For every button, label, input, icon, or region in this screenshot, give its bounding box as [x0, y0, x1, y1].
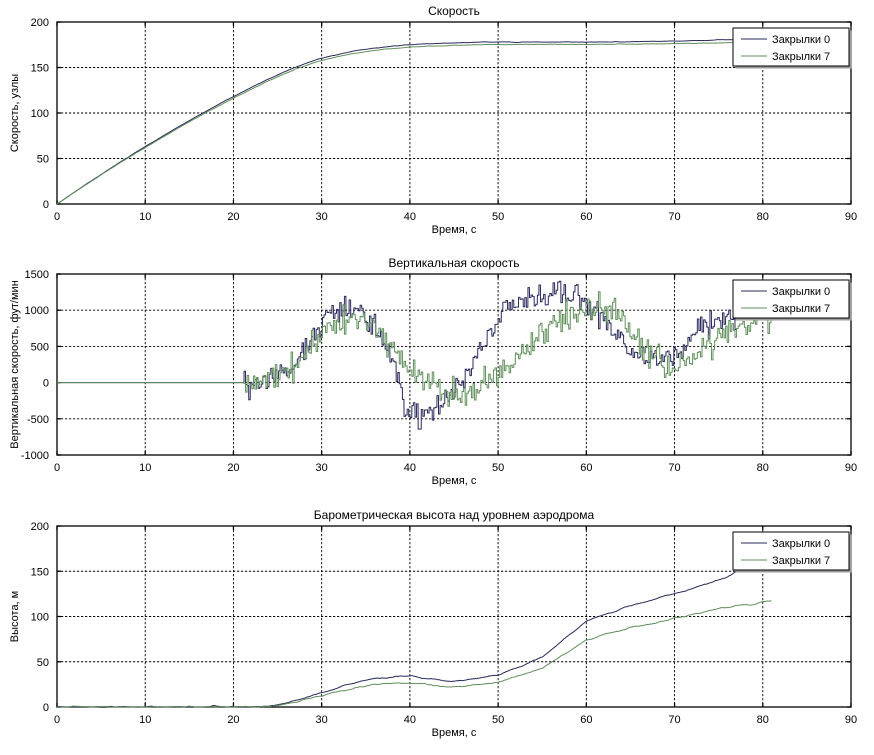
svg-text:50: 50: [37, 154, 49, 166]
svg-text:Закрылки 7: Закрылки 7: [772, 51, 830, 63]
svg-text:Время, с: Время, с: [432, 727, 477, 739]
svg-text:Закрылки 0: Закрылки 0: [772, 286, 830, 298]
svg-text:Скорость: Скорость: [428, 4, 480, 18]
svg-text:30: 30: [316, 211, 328, 223]
svg-text:Время, с: Время, с: [432, 475, 477, 487]
svg-text:Закрылки 0: Закрылки 0: [772, 538, 830, 550]
svg-text:70: 70: [668, 714, 680, 726]
svg-text:20: 20: [227, 714, 239, 726]
svg-text:90: 90: [845, 462, 857, 474]
svg-text:80: 80: [757, 714, 769, 726]
svg-text:200: 200: [31, 521, 49, 533]
svg-text:0: 0: [43, 199, 49, 211]
svg-text:0: 0: [54, 462, 60, 474]
svg-text:150: 150: [31, 63, 49, 75]
svg-text:50: 50: [492, 714, 504, 726]
svg-text:Вертикальная скорость, фут/мин: Вертикальная скорость, фут/мин: [9, 280, 21, 449]
svg-text:150: 150: [31, 566, 49, 578]
svg-text:60: 60: [580, 714, 592, 726]
svg-text:20: 20: [227, 211, 239, 223]
svg-text:Закрылки 7: Закрылки 7: [772, 555, 830, 567]
svg-text:10: 10: [139, 211, 151, 223]
svg-text:80: 80: [757, 462, 769, 474]
svg-text:10: 10: [139, 462, 151, 474]
svg-text:20: 20: [227, 462, 239, 474]
svg-text:50: 50: [37, 657, 49, 669]
svg-text:0: 0: [54, 714, 60, 726]
svg-text:1000: 1000: [25, 305, 49, 317]
svg-text:70: 70: [668, 462, 680, 474]
svg-text:30: 30: [316, 714, 328, 726]
svg-text:70: 70: [668, 211, 680, 223]
svg-text:-1000: -1000: [21, 450, 49, 462]
svg-text:Закрылки 7: Закрылки 7: [772, 303, 830, 315]
svg-text:90: 90: [845, 211, 857, 223]
svg-text:0: 0: [43, 702, 49, 714]
svg-text:60: 60: [580, 211, 592, 223]
svg-text:-500: -500: [27, 414, 49, 426]
svg-text:40: 40: [404, 714, 416, 726]
svg-text:30: 30: [316, 462, 328, 474]
svg-text:100: 100: [31, 612, 49, 624]
svg-text:50: 50: [492, 211, 504, 223]
svg-text:40: 40: [404, 211, 416, 223]
svg-text:Закрылки 0: Закрылки 0: [772, 34, 830, 46]
svg-text:0: 0: [54, 211, 60, 223]
svg-text:10: 10: [139, 714, 151, 726]
svg-text:Высота, м: Высота, м: [9, 591, 21, 642]
svg-text:500: 500: [31, 341, 49, 353]
svg-text:60: 60: [580, 462, 592, 474]
svg-text:1500: 1500: [25, 269, 49, 281]
svg-text:0: 0: [43, 378, 49, 390]
svg-text:Барометрическая высота над уро: Барометрическая высота над уровнем аэрод…: [314, 508, 595, 522]
svg-text:Скорость, узлы: Скорость, узлы: [9, 74, 21, 152]
svg-text:80: 80: [757, 211, 769, 223]
svg-text:Вертикальная скорость: Вертикальная скорость: [388, 256, 519, 270]
svg-text:90: 90: [845, 714, 857, 726]
svg-text:200: 200: [31, 17, 49, 29]
svg-text:50: 50: [492, 462, 504, 474]
svg-text:100: 100: [31, 108, 49, 120]
svg-text:40: 40: [404, 462, 416, 474]
svg-text:Время, с: Время, с: [432, 224, 477, 236]
